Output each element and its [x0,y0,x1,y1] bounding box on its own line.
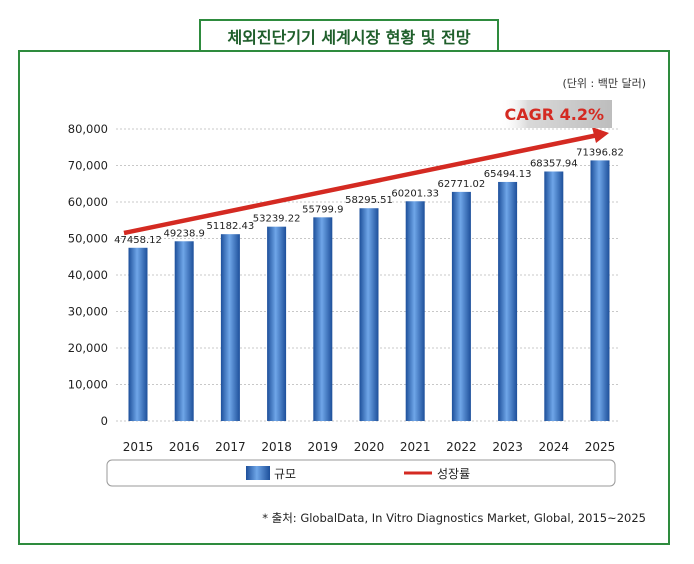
x-tick-label: 2019 [308,440,339,454]
bar-2025 [590,160,610,421]
x-tick-label: 2025 [585,440,616,454]
bar-2016 [174,241,194,421]
x-tick-label: 2018 [261,440,292,454]
y-tick-label: 30,000 [68,305,108,319]
chart-title: 체외진단기기 세계시장 현황 및 전망 [199,19,499,51]
x-tick-label: 2020 [354,440,385,454]
y-tick-label: 50,000 [68,232,108,246]
bar-value-label: 55799.9 [302,204,343,215]
y-tick-label: 20,000 [68,341,108,355]
bar-2015 [128,247,148,421]
bar-value-label: 68357.94 [530,158,578,169]
x-tick-label: 2023 [492,440,523,454]
bar-2021 [405,201,425,421]
x-tick-label: 2021 [400,440,431,454]
unit-label: (단위 : 백만 달러) [563,77,647,90]
bar-value-label: 62771.02 [438,179,486,190]
x-tick-label: 2022 [446,440,477,454]
y-tick-label: 70,000 [68,159,108,173]
bar-2023 [498,181,518,421]
legend: 규모 성장률 [106,459,616,487]
bar-value-label: 60201.33 [391,188,439,199]
x-tick-label: 2024 [539,440,570,454]
cagr-label: CAGR 4.2% [504,105,604,124]
bar-2019 [313,217,333,421]
bar-value-label: 47458.12 [114,235,162,246]
bar-2020 [359,208,379,421]
bar-value-label: 51182.43 [207,221,255,232]
bar-2022 [451,191,471,421]
x-tick-label: 2015 [123,440,154,454]
y-tick-label: 80,000 [68,122,108,136]
y-tick-label: 40,000 [68,268,108,282]
x-tick-label: 2017 [215,440,246,454]
legend-bar-swatch [246,466,270,480]
source-note: * 출처: GlobalData, In Vitro Diagnostics M… [262,511,646,525]
x-tick-label: 2016 [169,440,200,454]
bar-value-label: 58295.51 [345,195,393,206]
legend-bar-label: 규모 [274,467,296,481]
y-tick-label: 10,000 [68,378,108,392]
trend-arrow [123,127,609,236]
bar-value-label: 49238.9 [164,228,205,239]
bar-value-label: 71396.82 [576,147,624,158]
bar-2018 [267,226,287,421]
bar-2017 [220,234,240,421]
bar-value-label: 65494.13 [484,169,532,180]
bar-value-label: 53239.22 [253,214,301,225]
y-tick-label: 60,000 [68,195,108,209]
y-tick-label: 0 [101,414,108,428]
bar-2024 [544,171,564,421]
cagr-badge: CAGR 4.2% [500,100,612,128]
legend-line-label: 성장률 [437,467,470,481]
